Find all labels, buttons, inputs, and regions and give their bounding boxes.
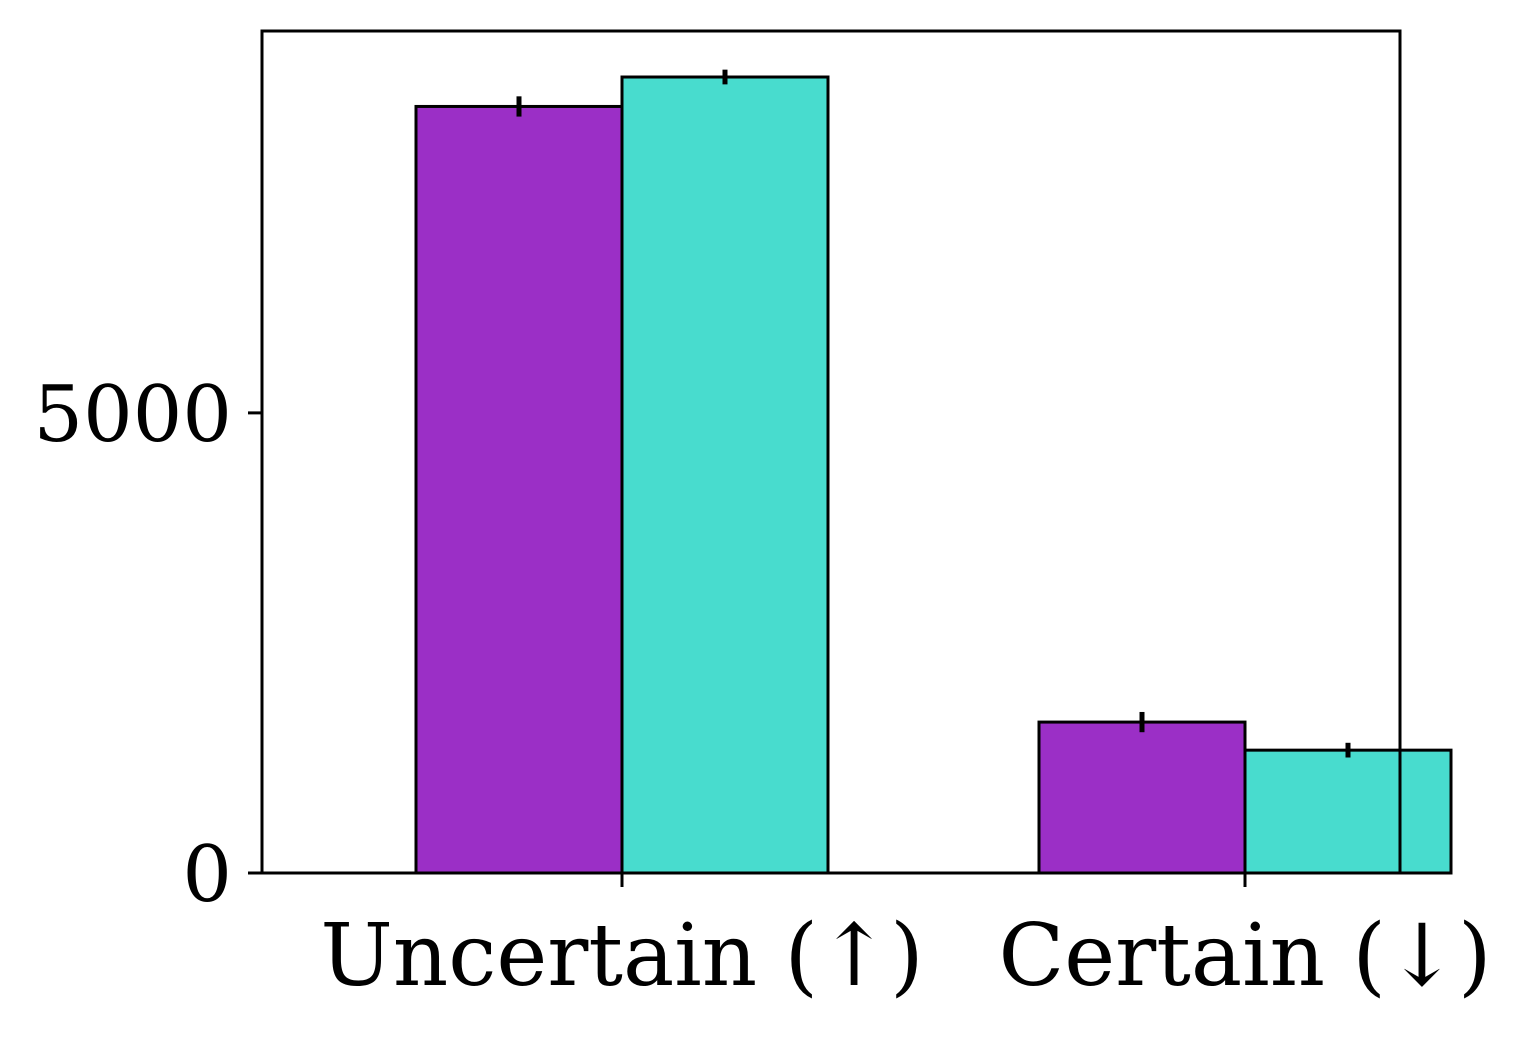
x-tick-label-2: Certain (↓): [998, 906, 1491, 1006]
bar-series1-cat1: [414, 104, 624, 875]
bars-group: [414, 75, 1453, 875]
plot-frame: [260, 29, 1402, 875]
x-axis: Uncertain (↑) Certain (↓): [320, 873, 1492, 1006]
x-tick-label-1: Uncertain (↑): [320, 906, 923, 1006]
y-tick-label-0: 0: [182, 830, 232, 920]
error-bars-group: [516, 69, 1351, 758]
bar-series2-cat1: [620, 75, 830, 875]
y-axis: 0 5000: [33, 370, 262, 920]
bar-series2-cat2: [1243, 748, 1453, 875]
y-tick-label-5000: 5000: [33, 370, 232, 460]
bar-series1-cat2: [1037, 720, 1247, 875]
